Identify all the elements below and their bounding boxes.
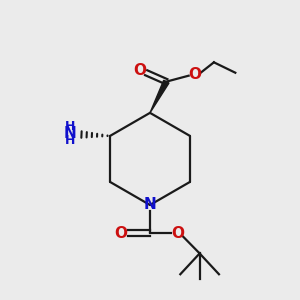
Text: N: N xyxy=(64,126,76,141)
Text: H: H xyxy=(65,134,75,147)
Text: O: O xyxy=(171,226,184,241)
Polygon shape xyxy=(150,80,169,113)
Text: O: O xyxy=(115,226,128,241)
Text: O: O xyxy=(134,63,147,78)
Text: N: N xyxy=(144,197,156,212)
Text: H: H xyxy=(65,120,75,133)
Text: O: O xyxy=(188,67,201,82)
